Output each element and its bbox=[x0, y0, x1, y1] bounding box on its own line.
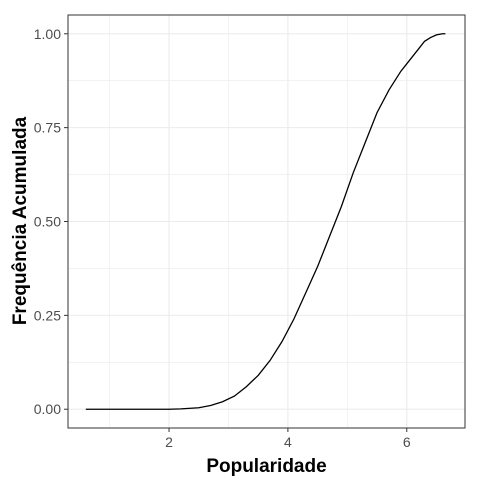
y-tick-label: 0.25 bbox=[34, 307, 61, 323]
x-tick-label: 2 bbox=[165, 434, 173, 450]
y-axis-title: Frequência Acumulada bbox=[10, 116, 31, 325]
y-tick-label: 0.50 bbox=[34, 214, 61, 230]
x-tick-label: 4 bbox=[284, 434, 292, 450]
x-tick-label: 6 bbox=[403, 434, 411, 450]
x-axis-title: Popularidade bbox=[206, 456, 326, 477]
y-tick-label: 1.00 bbox=[34, 26, 61, 42]
y-tick-label: 0.00 bbox=[34, 401, 61, 417]
y-tick-label: 0.75 bbox=[34, 120, 61, 136]
